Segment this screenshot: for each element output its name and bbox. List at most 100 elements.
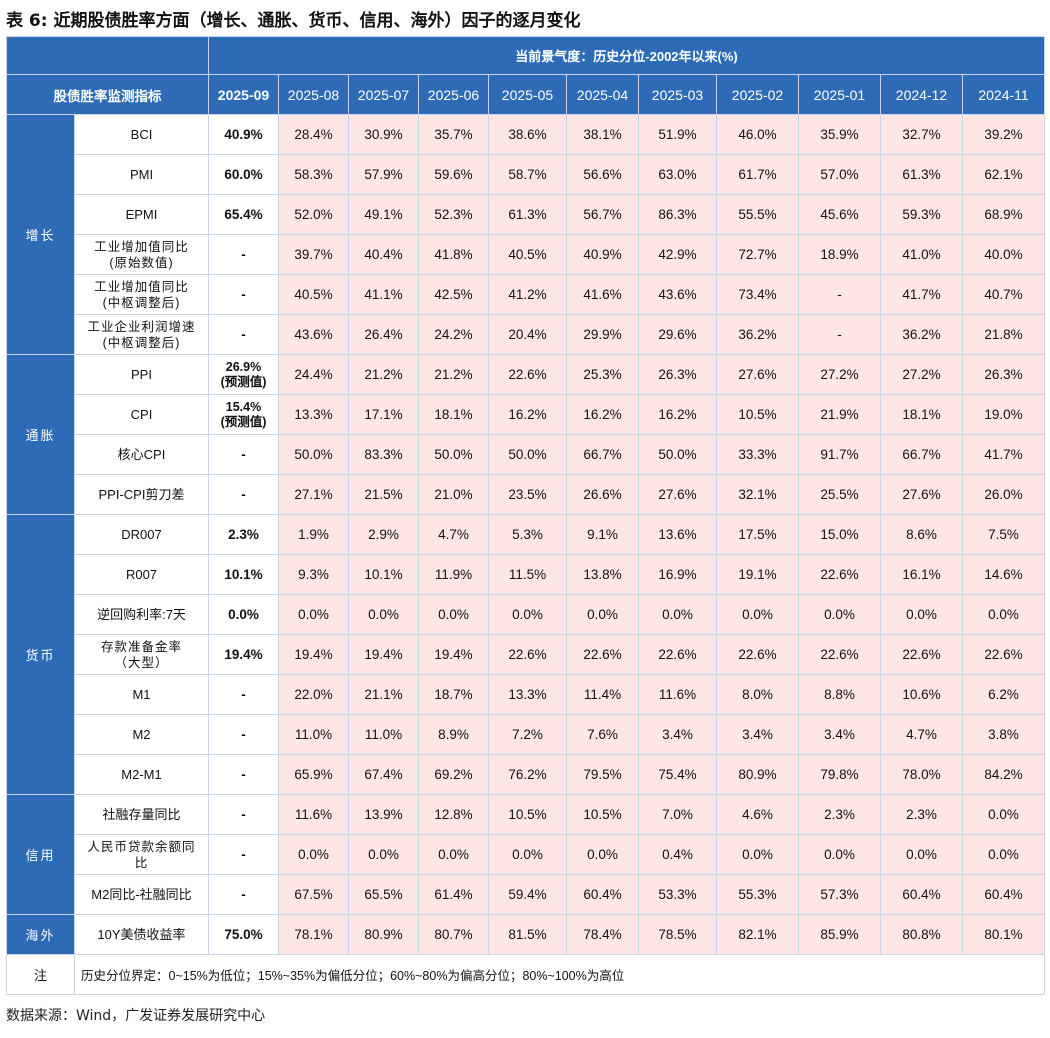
note-text: 历史分位界定：0~15%为低位；15%~35%为偏低分位；60%~80%为偏高分… — [73, 954, 1046, 995]
table-row: 工业企业利润增速 (中枢调整后) -43.6% 26.4% 24.2% 20.4% 29.9… — [7, 314, 1046, 355]
table-row: 人民币贷款余额同比 -0.0% 0.0% 0.0% 0.0% 0.0% 0.4% 0.0% 0.… — [7, 834, 1046, 875]
value-cell: 41.6% — [566, 274, 639, 315]
value-cell: 17.5% — [716, 514, 799, 555]
header-month: 2025-08 — [278, 74, 349, 115]
value-cell: 0.0% — [798, 834, 881, 875]
indicator-name: CPI — [74, 394, 209, 435]
value-cell: 33.3% — [716, 434, 799, 475]
table-row: M2同比-社融同比 -67.5% 65.5% 61.4% 59.4% 60.4% 53.3%… — [7, 874, 1046, 915]
value-cell: 59.3% — [880, 194, 963, 235]
indicator-name: 核心CPI — [74, 434, 209, 475]
current-value: - — [208, 234, 279, 275]
value-cell: 67.4% — [348, 754, 419, 795]
indicator-label: M1 — [132, 686, 151, 702]
value-cell: 11.6% — [638, 674, 717, 715]
indicator-name: PMI — [74, 154, 209, 195]
value-cell: 27.2% — [880, 354, 963, 395]
value-cell: 35.7% — [418, 114, 489, 155]
header-month: 2025-06 — [418, 74, 489, 115]
indicator-label: EPMI — [125, 206, 158, 222]
current-value: - — [208, 434, 279, 475]
value-cell: 57.0% — [798, 154, 881, 195]
value-cell: 65.5% — [348, 874, 419, 915]
value-cell: 16.2% — [638, 394, 717, 435]
table-row: PPI-CPI剪刀差 -27.1% 21.5% 21.0% 23.5% 26.6% 27.6… — [7, 474, 1046, 515]
value-cell: 59.4% — [488, 874, 567, 915]
value-cell: 3.4% — [638, 714, 717, 755]
value-cell: 84.2% — [961, 754, 1046, 795]
value-cell: 35.9% — [798, 114, 881, 155]
current-value: - — [208, 274, 279, 315]
value-cell: 56.6% — [566, 154, 639, 195]
value-cell: 43.6% — [638, 274, 717, 315]
value-cell: 1.9% — [278, 514, 349, 555]
value-cell: 2.9% — [348, 514, 419, 555]
value-cell: 61.4% — [418, 874, 489, 915]
indicator-name: 社融存量同比 — [74, 794, 209, 835]
value-cell: 68.9% — [961, 194, 1046, 235]
header-current-month: 2025-09 — [208, 74, 279, 115]
header-month: 2025-02 — [716, 74, 799, 115]
value-cell: 53.3% — [638, 874, 717, 915]
value-cell: 40.5% — [488, 234, 567, 275]
value-cell: 79.8% — [798, 754, 881, 795]
value-cell: 86.3% — [638, 194, 717, 235]
value-cell: 41.1% — [348, 274, 419, 315]
value-cell: 76.2% — [488, 754, 567, 795]
value-cell: 0.0% — [638, 594, 717, 635]
header-month: 2024-11 — [961, 74, 1046, 115]
value-cell: 0.0% — [566, 594, 639, 635]
value-cell: 78.1% — [278, 914, 349, 955]
indicator-label-line1: 人民币贷款余额同 — [87, 839, 196, 854]
indicator-name: DR007 — [74, 514, 209, 555]
value-cell: 55.5% — [716, 194, 799, 235]
header-blank — [6, 36, 209, 75]
value-cell: 45.6% — [798, 194, 881, 235]
current-value: 19.4% — [208, 634, 279, 675]
indicator-label-line1: 存款准备金率 — [100, 639, 182, 654]
value-cell: 32.1% — [716, 474, 799, 515]
header-month-row: 股债胜率监测指标 2025-09 2025-08 2025-07 2025-06… — [6, 74, 1046, 115]
value-cell: 58.7% — [488, 154, 567, 195]
value-cell: 16.9% — [638, 554, 717, 595]
value-cell: 67.5% — [278, 874, 349, 915]
value-cell: 16.2% — [488, 394, 567, 435]
value-cell: 52.3% — [418, 194, 489, 235]
value-cell: 3.4% — [716, 714, 799, 755]
indicator-label: PMI — [129, 166, 154, 182]
value-cell: 0.0% — [961, 834, 1046, 875]
table-row: CPI 15.4% (预测值) 13.3% 17.1% 18.1% 16.2% 16.2% 16… — [7, 394, 1046, 435]
value-cell: 24.4% — [278, 354, 349, 395]
value-cell: 25.3% — [566, 354, 639, 395]
value-cell: 58.3% — [278, 154, 349, 195]
value-cell: 0.0% — [418, 594, 489, 635]
value-cell: 21.2% — [348, 354, 419, 395]
indicator-label: 核心CPI — [117, 446, 166, 462]
indicator-name: M2同比-社融同比 — [74, 874, 209, 915]
table-row: EPMI 65.4% 52.0% 49.1% 52.3% 61.3% 56.7% 86.3% 5… — [7, 194, 1046, 235]
value-cell: 29.6% — [638, 314, 717, 355]
value-cell: 39.2% — [961, 114, 1046, 155]
indicator-name: 工业企业利润增速 (中枢调整后) — [74, 314, 209, 355]
value-cell: 0.0% — [278, 594, 349, 635]
value-cell: 22.6% — [716, 634, 799, 675]
value-cell: 8.9% — [418, 714, 489, 755]
value-cell: 15.0% — [798, 514, 881, 555]
value-cell: 19.0% — [961, 394, 1046, 435]
indicator-name: 人民币贷款余额同比 — [74, 834, 209, 875]
value-cell: 22.6% — [638, 634, 717, 675]
indicator-label: M2 — [132, 726, 151, 742]
value-cell: 18.9% — [798, 234, 881, 275]
category-growth: 增长 — [6, 114, 75, 355]
value-cell: 80.7% — [418, 914, 489, 955]
value-cell: 19.4% — [348, 634, 419, 675]
value-cell: 50.0% — [638, 434, 717, 475]
value-cell: 0.4% — [638, 834, 717, 875]
indicator-label-line1: 工业增加值同比 — [94, 239, 189, 254]
header-top-row: 当前景气度：历史分位-2002年以来(%) — [6, 36, 1046, 75]
indicator-name: PPI — [74, 354, 209, 395]
value-cell: 17.1% — [348, 394, 419, 435]
table-row: 工业增加值同比 (中枢调整后) -40.5% 41.1% 42.5% 41.2% 41.6%… — [7, 274, 1046, 315]
indicator-label: 10Y美债收益率 — [97, 926, 186, 942]
value-cell: 21.5% — [348, 474, 419, 515]
